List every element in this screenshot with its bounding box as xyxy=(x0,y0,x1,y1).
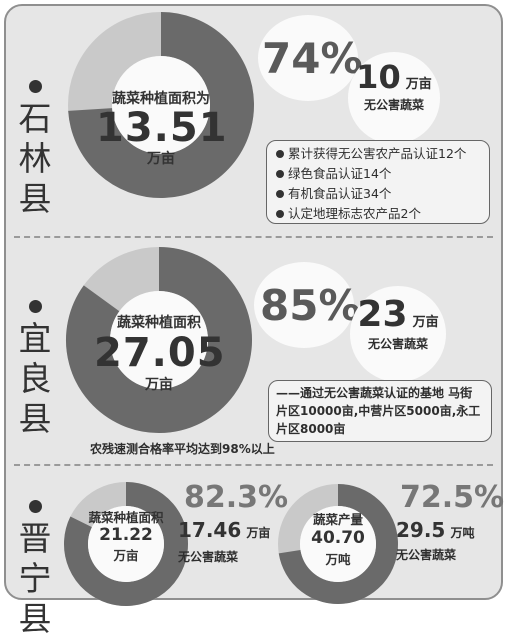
bullet-dot-icon xyxy=(28,300,42,313)
area-label: 蔬菜种植面积为 xyxy=(112,91,210,107)
donut-share xyxy=(64,482,188,606)
area-value: 21.22 xyxy=(99,525,153,545)
donut-share xyxy=(66,247,252,433)
list-item: 绿色食品认证14个 xyxy=(276,164,466,184)
bullet-icon xyxy=(276,190,284,198)
certification-list: 累计获得无公害农产品认证12个 绿色食品认证14个 有机食品认证34个 认定地理… xyxy=(276,144,466,224)
list-item: 认定地理标志农产品2个 xyxy=(276,204,466,224)
bullet-icon xyxy=(276,170,284,178)
county-label-shilin: 石林县 xyxy=(18,80,52,219)
donut-chart-yiliang xyxy=(66,247,252,433)
percent-shilin: 74% xyxy=(262,34,363,83)
bullet-icon xyxy=(276,150,284,158)
area-unit: 万亩 xyxy=(145,377,173,393)
donut-center xyxy=(110,291,208,389)
donut-center xyxy=(112,56,210,154)
pollution-free-bubble xyxy=(348,52,440,144)
area-unit: 万亩 xyxy=(113,548,139,563)
bullet-icon xyxy=(276,210,284,218)
county-label-yiliang: 宜良县 xyxy=(18,300,52,439)
list-item: 累计获得无公害农产品认证12个 xyxy=(276,144,466,164)
bullet-dot-icon xyxy=(28,80,42,93)
area-label: 蔬菜种植面积 xyxy=(117,315,201,331)
pollution-free-unit: 万亩 xyxy=(412,315,439,330)
area-unit: 万亩 xyxy=(147,151,175,167)
percent-jinning-output: 72.5% xyxy=(400,480,505,515)
pf-output-label: 无公害蔬菜 xyxy=(396,548,457,562)
donut-center xyxy=(88,506,164,582)
percent-jinning-area: 82.3% xyxy=(184,480,289,515)
county-name: 晋宁县 xyxy=(18,519,52,638)
percent-bubble xyxy=(254,262,354,348)
percent-bubble xyxy=(258,15,358,101)
donut-share xyxy=(278,484,398,604)
pass-rate-text: 农残速测合格率平均达到98%以上 xyxy=(90,442,275,456)
pollution-free-area-jinning: 17.46 万亩 无公害蔬菜 xyxy=(178,518,270,565)
pollution-free-bubble xyxy=(350,286,446,382)
pollution-free-value: 10 xyxy=(356,58,401,96)
pf-area-label: 无公害蔬菜 xyxy=(178,550,239,564)
pf-area-value: 17.46 xyxy=(178,518,242,542)
list-item: 有机食品认证34个 xyxy=(276,184,466,204)
pollution-free-output-jinning: 29.5 万吨 无公害蔬菜 xyxy=(396,518,474,563)
donut-center-yiliang: 蔬菜种植面积 27.05 万亩 xyxy=(94,312,226,394)
output-label: 蔬菜产量 xyxy=(312,512,363,527)
area-value: 27.05 xyxy=(94,330,226,376)
county-name: 石林县 xyxy=(18,99,52,218)
donut-chart-jinning-output xyxy=(278,484,398,604)
donut-center-shilin: 蔬菜种植面积为 13.51 万亩 xyxy=(96,88,228,168)
pollution-free-shilin: 10 万亩 无公害蔬菜 xyxy=(352,58,436,113)
pollution-free-label: 无公害蔬菜 xyxy=(363,98,424,112)
section-divider xyxy=(14,236,493,238)
county-label-jinning: 晋宁县 xyxy=(18,500,52,639)
pf-output-unit: 万吨 xyxy=(450,526,475,540)
donut-center-jinning-area: 蔬菜种植面积 21.22 万亩 xyxy=(84,510,168,564)
area-label: 蔬菜种植面积 xyxy=(88,510,164,525)
county-name: 宜良县 xyxy=(18,319,52,438)
note-box xyxy=(268,380,492,442)
section-divider xyxy=(14,464,493,466)
pollution-free-yiliang: 23 万亩 无公害蔬菜 xyxy=(352,294,444,352)
output-value: 40.70 xyxy=(311,528,365,548)
donut-chart-jinning-area xyxy=(64,482,188,606)
percent-yiliang: 85% xyxy=(260,281,361,330)
certified-base-note: ——通过无公害蔬菜认证的基地 马街片区10000亩,中营片区5000亩,永工片区… xyxy=(276,386,481,436)
output-unit: 万吨 xyxy=(325,552,351,567)
pf-output-value: 29.5 xyxy=(396,518,446,542)
pollution-free-unit: 万亩 xyxy=(405,77,432,92)
donut-center-jinning-output: 蔬菜产量 40.70 万吨 xyxy=(294,512,382,568)
donut-share xyxy=(68,12,254,198)
area-value: 13.51 xyxy=(96,105,228,151)
bullet-dot-icon xyxy=(28,500,42,513)
pollution-free-label: 无公害蔬菜 xyxy=(367,337,428,351)
pollution-free-value: 23 xyxy=(357,294,408,335)
certification-box xyxy=(266,140,490,224)
donut-center xyxy=(300,506,376,582)
donut-chart-shilin xyxy=(68,12,254,198)
pf-area-unit: 万亩 xyxy=(246,526,271,540)
